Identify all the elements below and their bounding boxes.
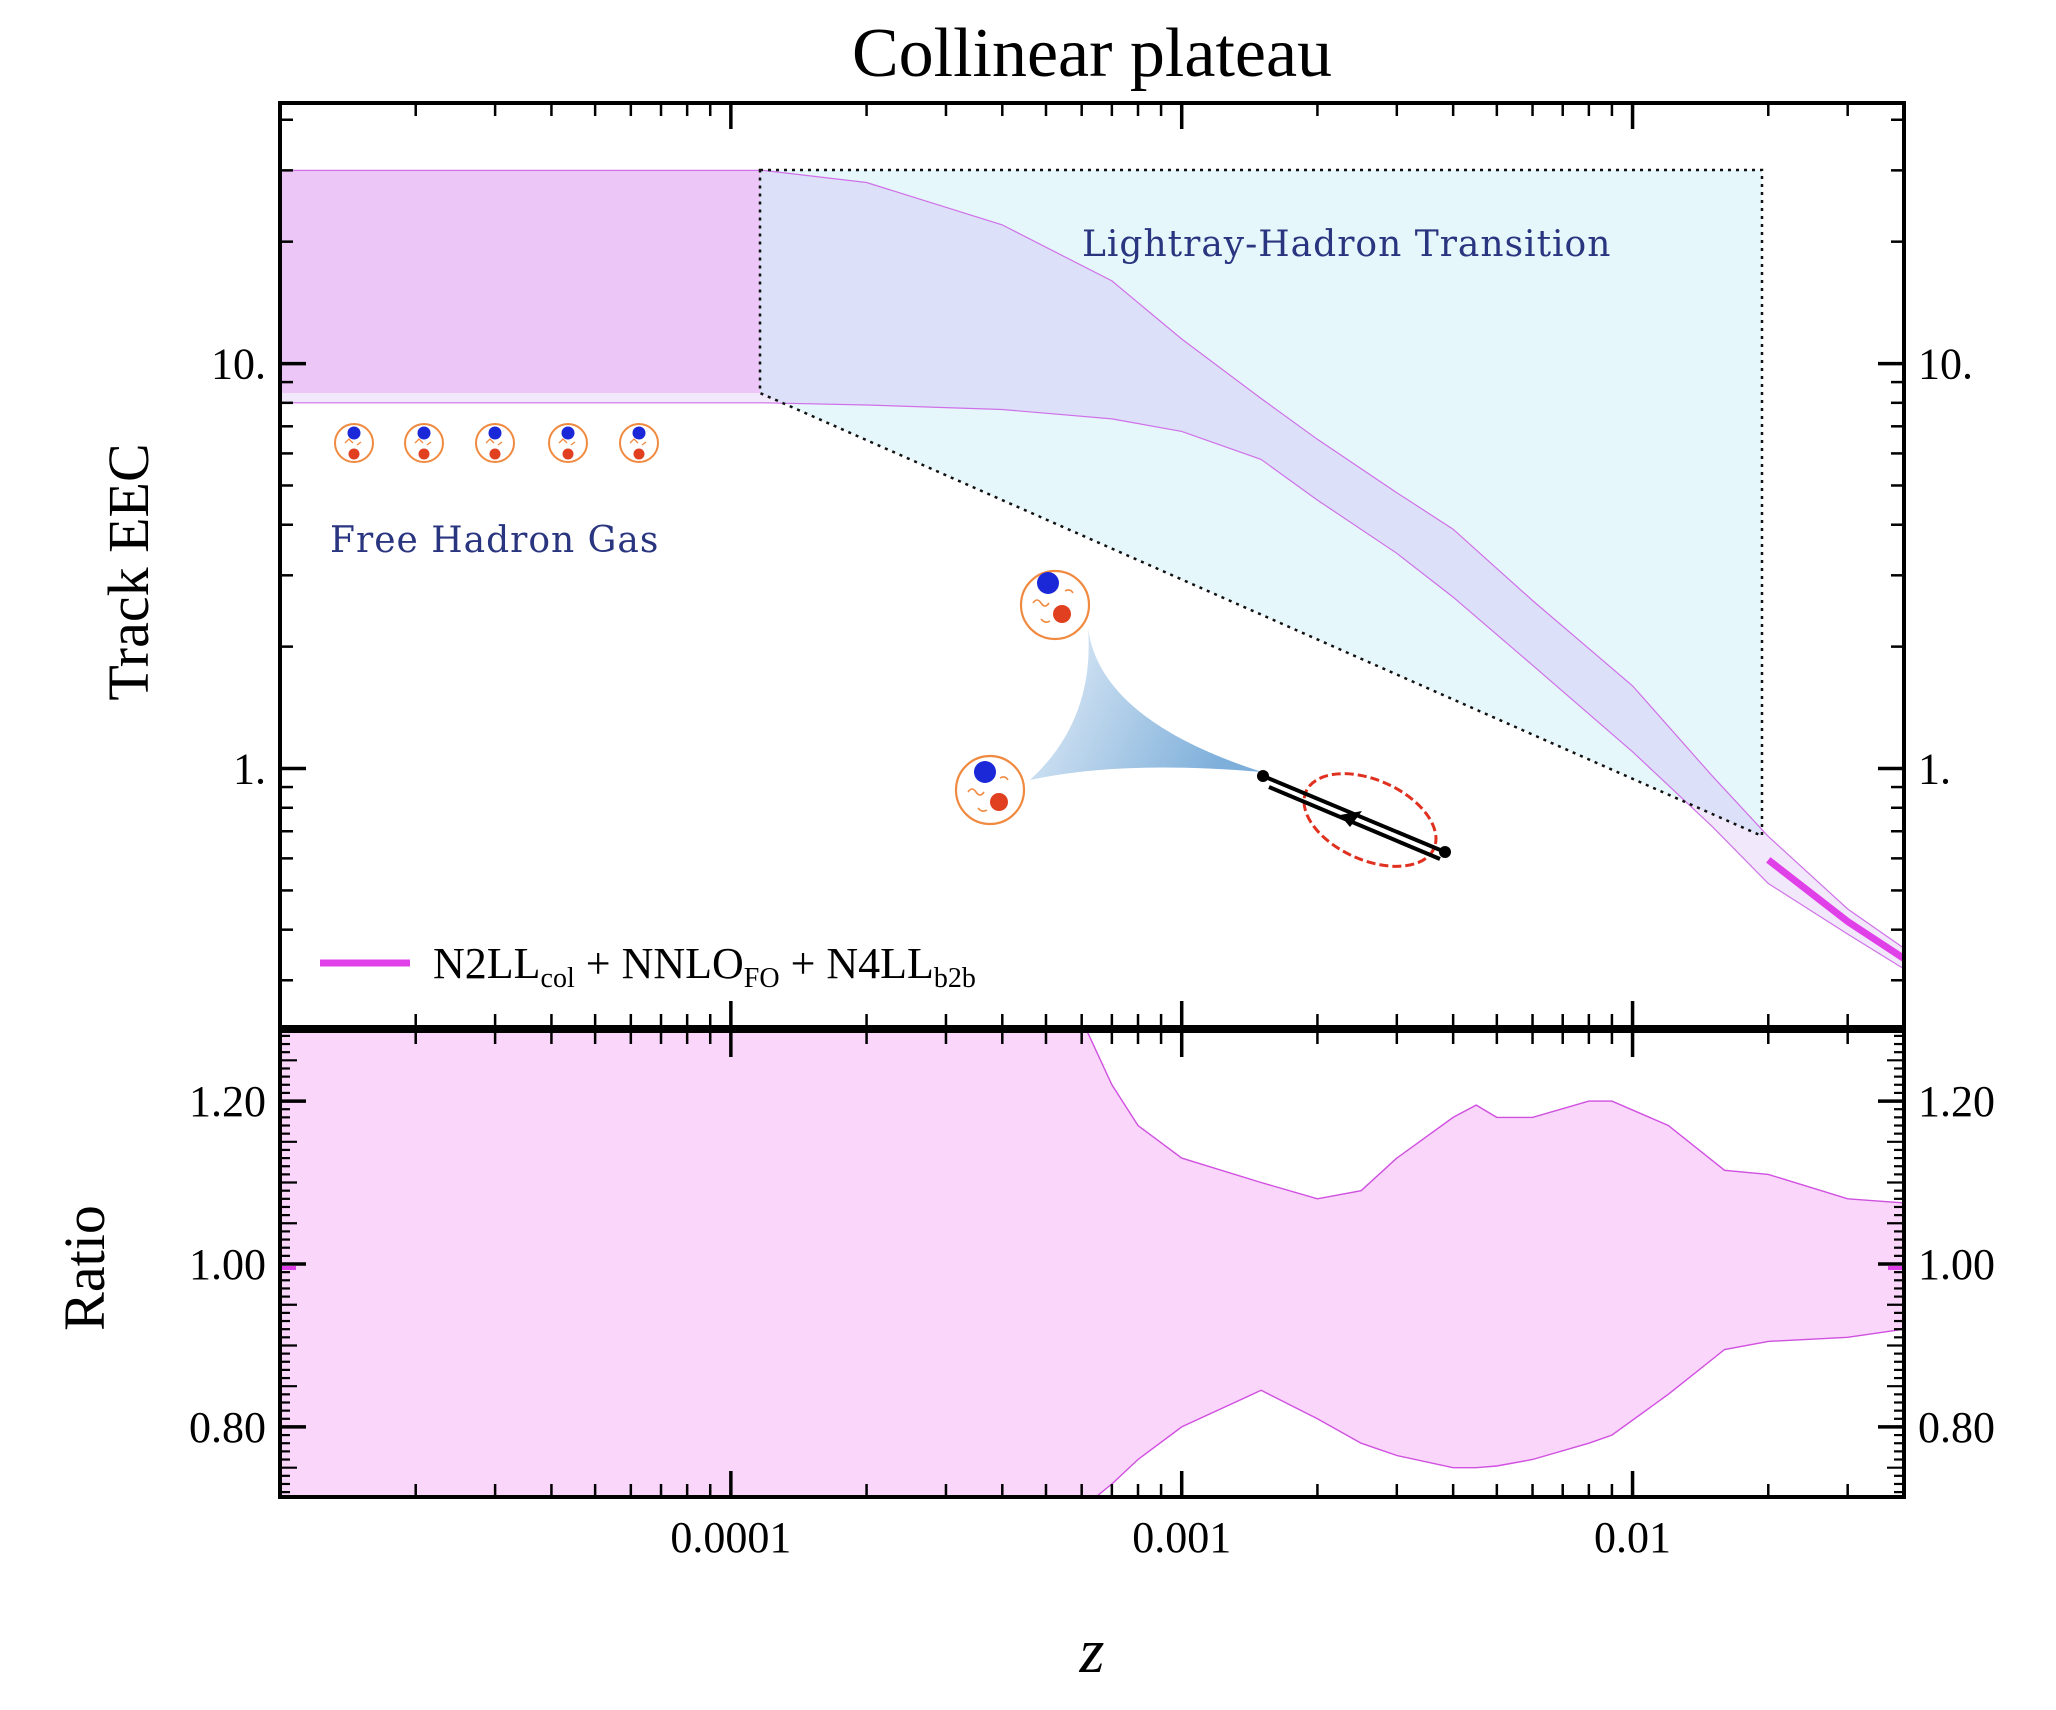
y-tick-label-right: 1. [1918,745,1951,794]
y-tick-label-right: 10. [1918,340,1973,389]
ratio-panel-plot-area [280,1031,1904,1497]
axis-tick-labels: 0.0001 0.001 0.01 10. 10. 1. 1. 1.20 1.20 1.00 1.0… [189,340,1995,1562]
ratio-tick-label-left: 1.20 [189,1077,266,1126]
hadronization-flux [1030,628,1262,780]
x-tick-label: 0.01 [1594,1513,1671,1562]
ratio-tick-label-right: 1.20 [1918,1077,1995,1126]
hadron-icon [475,423,515,463]
legend: N2LLcol + NNLOFO + N4LLb2b [320,939,976,994]
ratio-tick-label-right: 1.00 [1918,1240,1995,1289]
ratio-tick-label-right: 0.80 [1918,1403,1995,1452]
x-tick-label: 0.0001 [670,1513,791,1562]
theory-curve [1766,857,1904,962]
ratio-tick-label-left: 0.80 [189,1403,266,1452]
free-hadron-gas-region [280,170,760,393]
quark-antiquark-pair-icon [1257,770,1451,868]
transition-region-label: Lightray-Hadron Transition [1082,224,1611,265]
axis-ticks [278,103,1906,1497]
hadronization-illustration [954,569,1451,868]
ratio-uncertainty-band [280,1031,1904,1497]
hadron-icon [548,423,588,463]
main-uncertainty-band [280,169,1904,970]
free-hadron-gas-label: Free Hadron Gas [330,520,659,561]
y-axis-label-ratio: Ratio [52,1205,117,1331]
x-tick-label: 0.001 [1132,1513,1231,1562]
chart-title: Collinear plateau [852,15,1332,92]
transition-region [760,170,1762,836]
hadron-icons-row [334,423,659,463]
hadron-icon [619,423,659,463]
hadron-icon [1019,569,1091,641]
ratio-tick-label-left: 1.00 [189,1240,266,1289]
x-axis-label: z [1079,1615,1105,1686]
y-tick-label-left: 1. [233,745,266,794]
y-tick-label-left: 10. [211,340,266,389]
legend-label: N2LLcol + NNLOFO + N4LLb2b [433,939,976,994]
hadron-icon [334,423,374,463]
main-panel-plot-area [280,168,1904,970]
y-axis-label-main: Track EEC [96,443,161,700]
hadron-icon [404,423,444,463]
hadron-icon [954,754,1026,826]
